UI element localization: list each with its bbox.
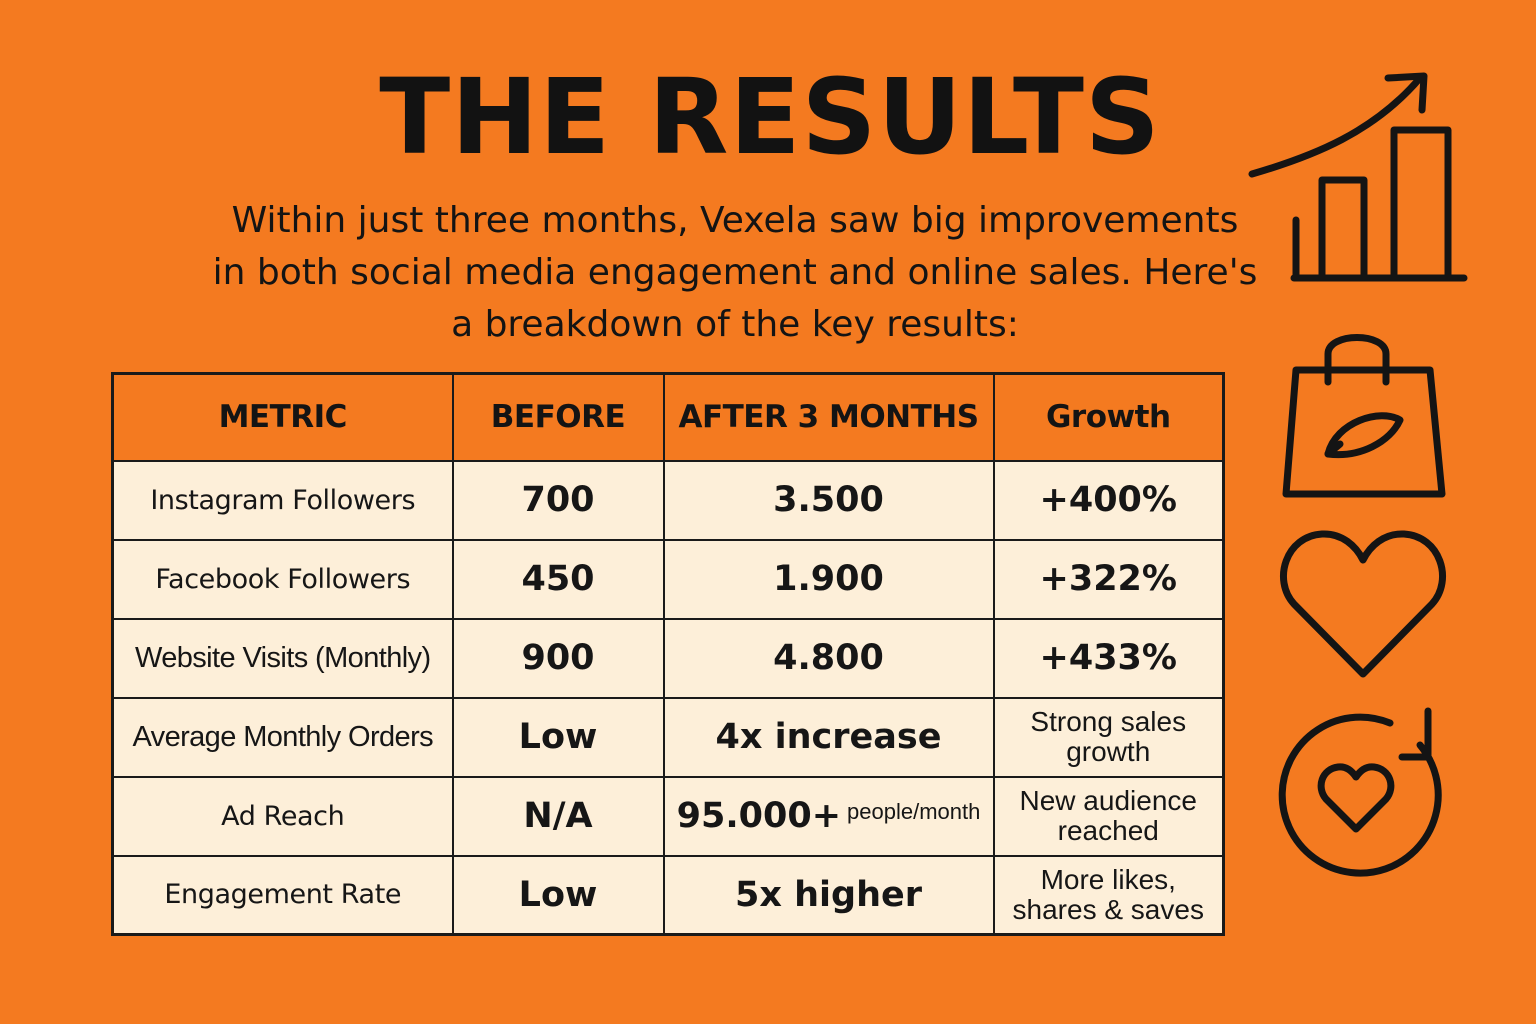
after-unit: people/month [847, 799, 981, 824]
growth-cell: Strong sales growth [992, 696, 1225, 778]
after-value: 4.800 [773, 638, 884, 678]
before-cell: Low [451, 854, 665, 936]
header-before: BEFORE [451, 372, 665, 462]
after-value: 1.900 [773, 559, 884, 599]
header-metric: METRIC [111, 372, 454, 462]
metric-cell: Ad Reach [111, 775, 454, 857]
results-table: METRIC BEFORE AFTER 3 MONTHS Growth Inst… [111, 372, 1225, 936]
shopping-bag-icon [1280, 322, 1450, 502]
table-row: Instagram Followers 700 3.500 +400% [111, 459, 1225, 541]
after-value: 95.000+ [676, 796, 842, 836]
growth-cell: New audience reached [992, 775, 1225, 857]
after-value: 5x higher [735, 874, 922, 915]
metric-cell: Average Monthly Orders [111, 696, 454, 778]
after-value: 3.500 [773, 480, 884, 520]
growth-cell: +322% [992, 538, 1225, 620]
before-cell: 900 [451, 617, 665, 699]
growth-cell: +400% [992, 459, 1225, 541]
table-header-row: METRIC BEFORE AFTER 3 MONTHS Growth [111, 372, 1225, 462]
growth-cell: +433% [992, 617, 1225, 699]
heart-refresh-icon [1270, 705, 1445, 880]
table-row: Average Monthly Orders Low 4x increase S… [111, 696, 1225, 778]
table-row: Website Visits (Monthly) 900 4.800 +433% [111, 617, 1225, 699]
table-row: Facebook Followers 450 1.900 +322% [111, 538, 1225, 620]
after-cell: 95.000+ people/month [662, 775, 995, 857]
growth-cell: More likes, shares & saves [992, 854, 1225, 936]
before-cell: N/A [451, 775, 665, 857]
metric-cell: Website Visits (Monthly) [111, 617, 454, 699]
page-title: THE RESULTS [379, 56, 1161, 178]
growth-chart-icon [1244, 70, 1474, 290]
after-cell: 3.500 [662, 459, 995, 541]
before-cell: 450 [451, 538, 665, 620]
metric-cell: Facebook Followers [111, 538, 454, 620]
table-row: Ad Reach N/A 95.000+ people/month New aud… [111, 775, 1225, 857]
after-value: 4x increase [715, 717, 942, 757]
before-cell: 700 [451, 459, 665, 541]
header-after: AFTER 3 MONTHS [662, 372, 995, 462]
intro-paragraph: Within just three months, Vexela saw big… [212, 200, 1258, 345]
before-cell: Low [451, 696, 665, 778]
heart-icon [1278, 528, 1448, 680]
header-growth: Growth [992, 372, 1225, 462]
after-cell: 4.800 [662, 617, 995, 699]
metric-cell: Engagement Rate [111, 854, 454, 936]
metric-cell: Instagram Followers [111, 459, 454, 541]
after-cell: 4x increase [662, 696, 995, 778]
after-cell: 5x higher [662, 854, 995, 936]
table-row: Engagement Rate Low 5x higher More likes… [111, 854, 1225, 936]
after-cell: 1.900 [662, 538, 995, 620]
